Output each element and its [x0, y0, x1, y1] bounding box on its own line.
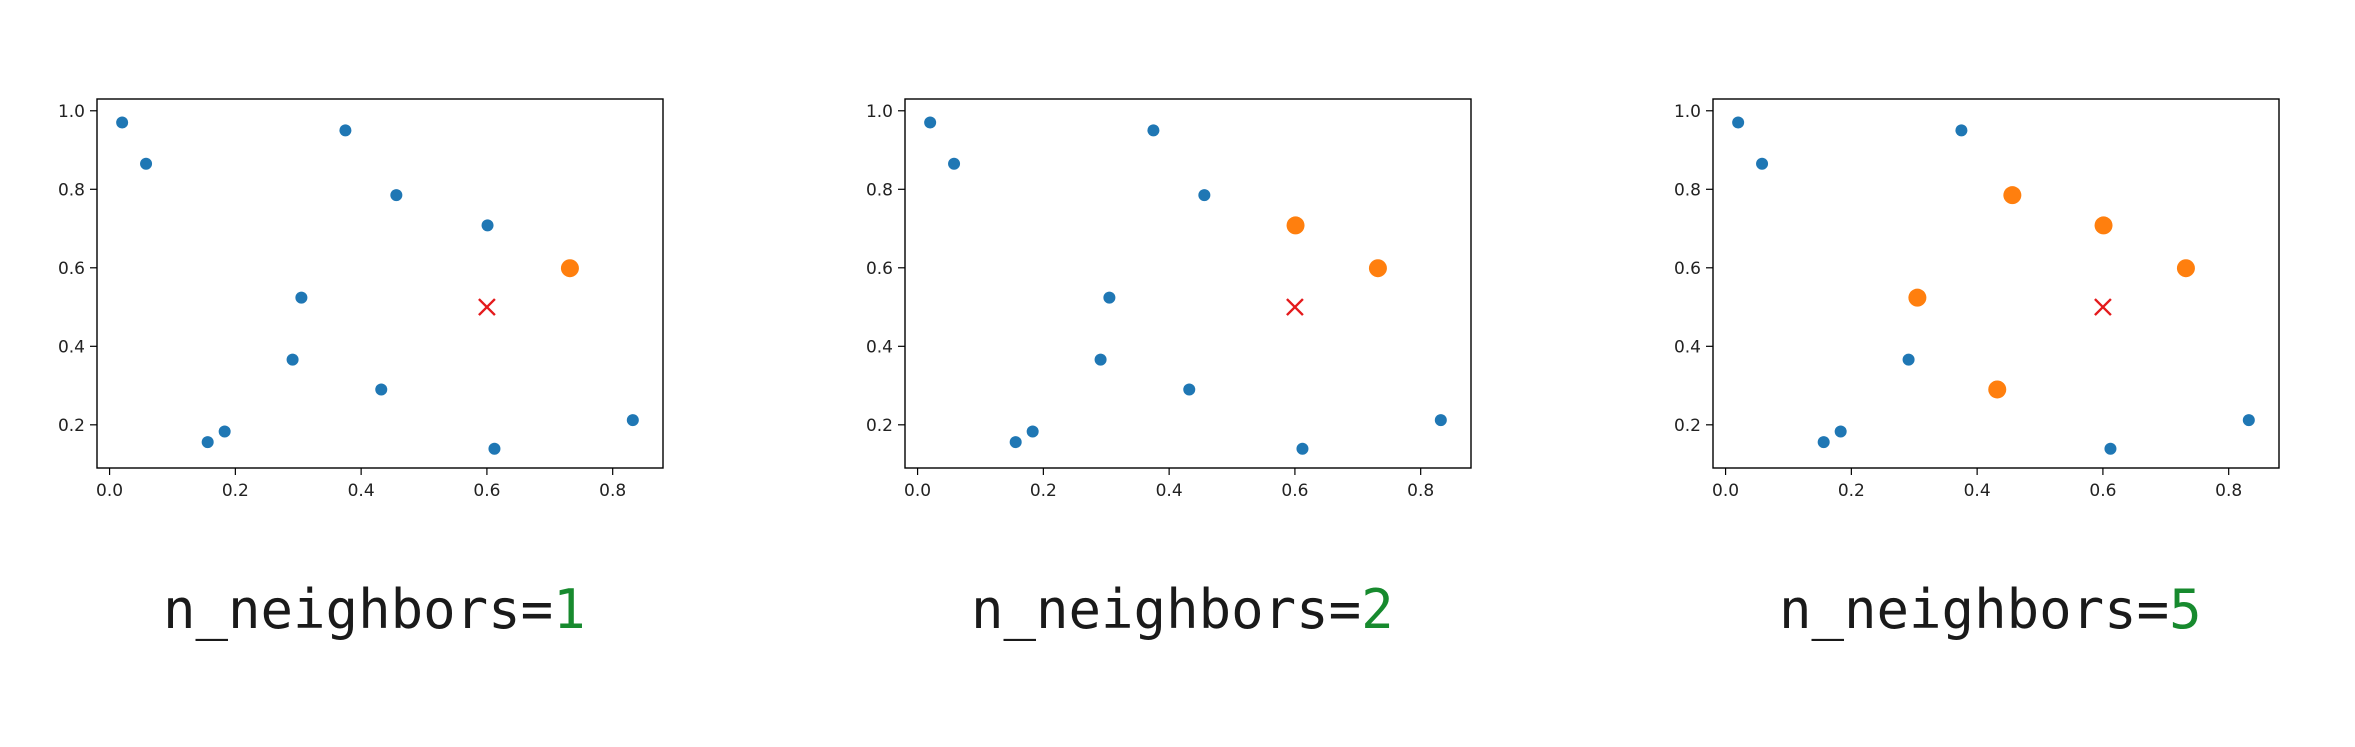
- data-point: [1026, 425, 1039, 438]
- y-tick-label: 0.8: [1674, 180, 1701, 200]
- caption-3: n_neighbors=5: [1779, 578, 2355, 641]
- plot-frame: [904, 98, 1472, 469]
- query-point-marker: [1286, 298, 1304, 316]
- data-point: [286, 353, 299, 366]
- neighbor-point: [1368, 259, 1387, 278]
- data-point: [924, 116, 937, 129]
- y-tick-label: 0.4: [866, 337, 893, 357]
- neighbor-point: [2003, 186, 2022, 205]
- y-tick-label: 1.0: [866, 102, 893, 122]
- chart-panel-3: 0.0 0.2 0.4 0.6 0.8 0.2 0.4 0.6 0.8 1.0 n_neighbo…: [1616, 0, 2355, 747]
- x-tick-label: 0.2: [1030, 481, 1057, 501]
- caption-value-2: 2: [1361, 578, 1394, 641]
- data-point: [1834, 425, 1847, 438]
- plot-frame: [1712, 98, 2280, 469]
- x-tick-label: 0.6: [2089, 481, 2116, 501]
- neighbor-point: [2094, 216, 2113, 235]
- query-marker-stroke: [478, 298, 496, 316]
- y-tick-label: 0.8: [58, 180, 85, 200]
- y-tick-label: 1.0: [1674, 102, 1701, 122]
- data-point: [1103, 291, 1116, 304]
- x-tick-label: 0.6: [1281, 481, 1308, 501]
- x-tick-label: 0.8: [2215, 481, 2242, 501]
- caption-key-1: n_neighbors=: [163, 578, 554, 641]
- data-point: [948, 157, 961, 170]
- data-point: [201, 436, 214, 449]
- x-tick-label: 0.4: [1156, 481, 1183, 501]
- x-tick-label: 0.8: [1407, 481, 1434, 501]
- x-tick-label: 0.4: [348, 481, 375, 501]
- data-point: [1198, 189, 1211, 202]
- data-point: [1955, 124, 1968, 137]
- data-point: [1817, 436, 1830, 449]
- x-tick-label: 0.0: [96, 481, 123, 501]
- caption-value-1: 1: [553, 578, 586, 641]
- x-tick-label: 0.6: [473, 481, 500, 501]
- neighbor-point: [560, 259, 579, 278]
- data-point: [1009, 436, 1022, 449]
- data-point: [1902, 353, 1915, 366]
- neighbor-point: [1286, 216, 1305, 235]
- neighbor-point: [1908, 288, 1927, 307]
- neighbor-point: [1988, 380, 2007, 399]
- y-tick-label: 0.6: [58, 259, 85, 279]
- scatter-chart-2: 0.0 0.2 0.4 0.6 0.8 0.2 0.4 0.6 0.8 1.0: [866, 98, 1472, 501]
- data-point: [1296, 442, 1309, 455]
- data-point: [375, 383, 388, 396]
- data-point: [140, 157, 153, 170]
- data-point: [1147, 124, 1160, 137]
- y-tick-label: 0.2: [58, 416, 85, 436]
- data-point: [2104, 442, 2117, 455]
- caption-key-2: n_neighbors=: [971, 578, 1362, 641]
- data-point: [1094, 353, 1107, 366]
- query-marker-stroke: [1286, 298, 1304, 316]
- x-tick-label: 0.2: [222, 481, 249, 501]
- data-point: [295, 291, 308, 304]
- data-point: [390, 189, 403, 202]
- y-tick-label: 0.6: [1674, 259, 1701, 279]
- data-point: [1183, 383, 1196, 396]
- chart-panel-2: 0.0 0.2 0.4 0.6 0.8 0.2 0.4 0.6 0.8 1.0 n_neighbo…: [808, 0, 1593, 747]
- y-tick-label: 0.4: [58, 337, 85, 357]
- caption-2: n_neighbors=2: [971, 578, 1756, 641]
- x-tick-label: 0.4: [1964, 481, 1991, 501]
- x-tick-label: 0.8: [599, 481, 626, 501]
- chart-panel-1: 0.0 0.2 0.4 0.6 0.8 0.2 0.4 0.6 0.8 1.0 n_neighbo…: [0, 0, 785, 747]
- data-point: [1732, 116, 1745, 129]
- y-tick-label: 0.2: [1674, 416, 1701, 436]
- data-point: [626, 414, 639, 427]
- plot-frame: [96, 98, 664, 469]
- data-point: [116, 116, 129, 129]
- data-point: [2242, 414, 2255, 427]
- y-tick-label: 0.8: [866, 180, 893, 200]
- query-point-marker: [2094, 298, 2112, 316]
- neighbor-point: [2176, 259, 2195, 278]
- data-point: [218, 425, 231, 438]
- caption-key-3: n_neighbors=: [1779, 578, 2170, 641]
- y-tick-label: 0.2: [866, 416, 893, 436]
- scatter-chart-1: 0.0 0.2 0.4 0.6 0.8 0.2 0.4 0.6 0.8 1.0: [58, 98, 664, 501]
- data-point: [339, 124, 352, 137]
- caption-value-3: 5: [2169, 578, 2202, 641]
- data-point: [1756, 157, 1769, 170]
- x-tick-label: 0.0: [1712, 481, 1739, 501]
- y-tick-label: 0.6: [866, 259, 893, 279]
- data-point: [1434, 414, 1447, 427]
- x-tick-label: 0.0: [904, 481, 931, 501]
- caption-1: n_neighbors=1: [163, 578, 948, 641]
- y-tick-label: 1.0: [58, 102, 85, 122]
- data-point: [488, 442, 501, 455]
- query-point-marker: [478, 298, 496, 316]
- query-marker-stroke: [2094, 298, 2112, 316]
- x-tick-label: 0.2: [1838, 481, 1865, 501]
- scatter-chart-3: 0.0 0.2 0.4 0.6 0.8 0.2 0.4 0.6 0.8 1.0: [1674, 98, 2280, 501]
- data-point: [481, 219, 494, 232]
- y-tick-label: 0.4: [1674, 337, 1701, 357]
